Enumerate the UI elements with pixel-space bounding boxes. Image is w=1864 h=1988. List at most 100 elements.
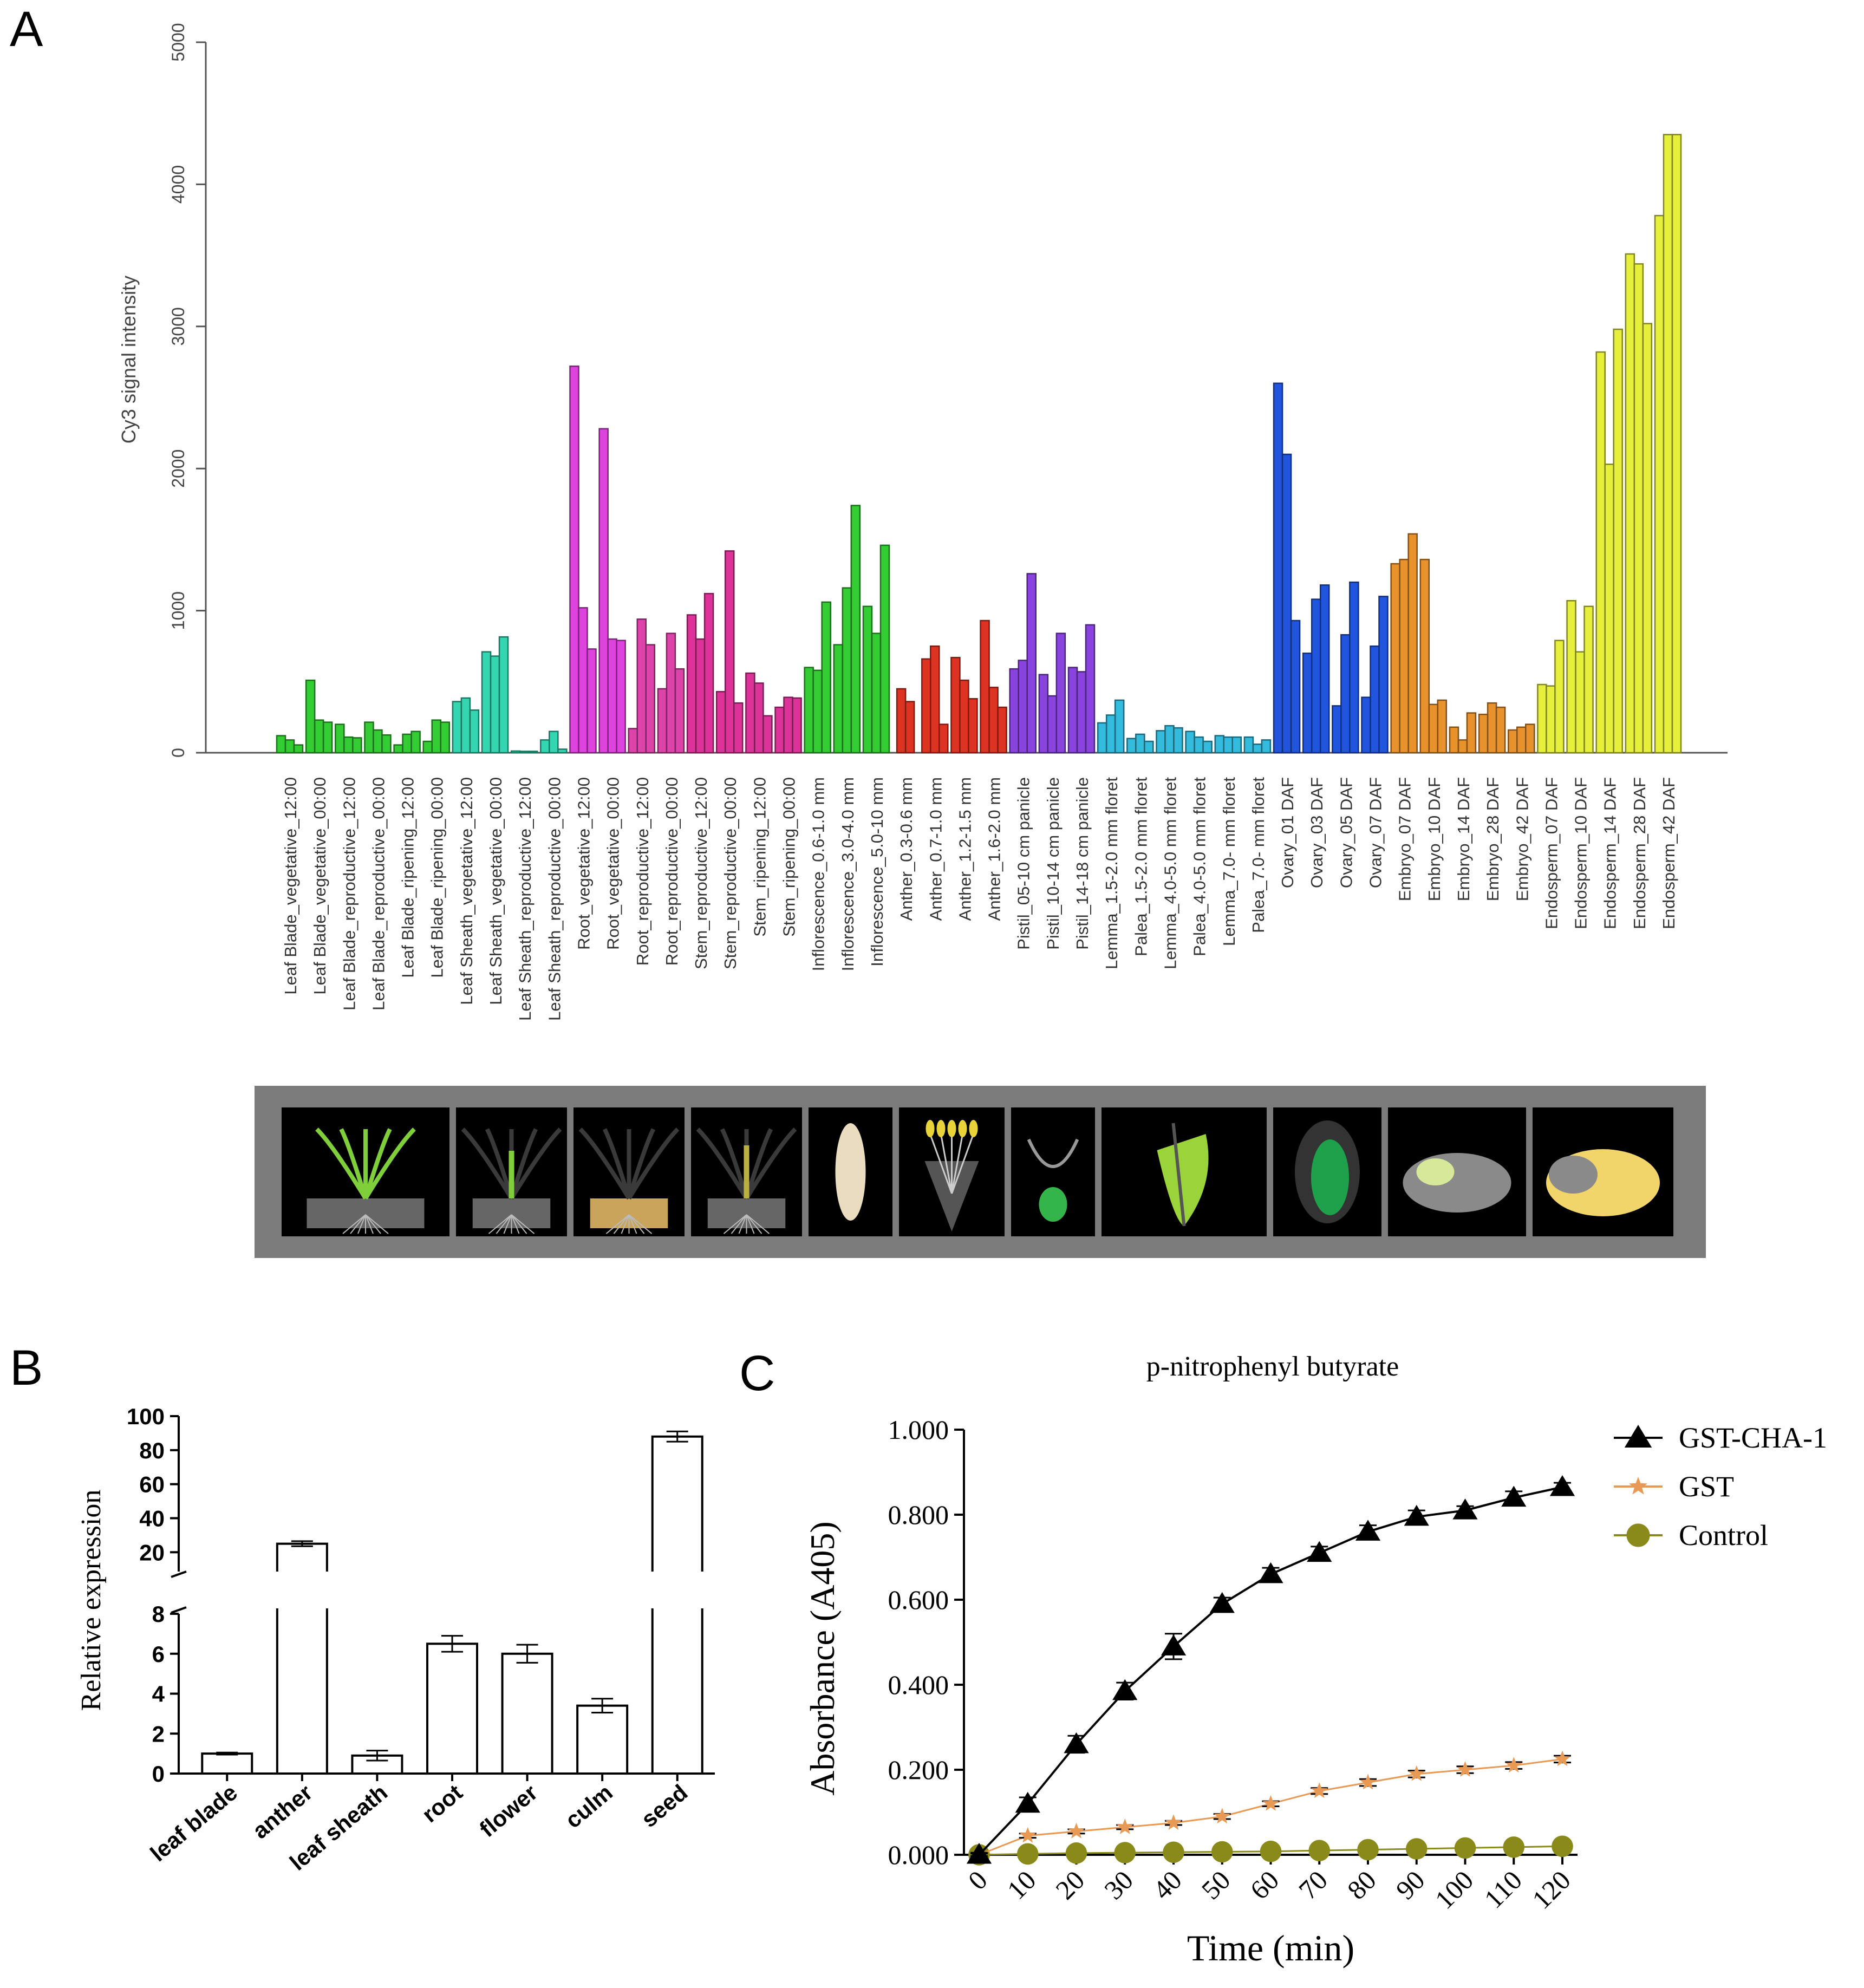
data-point: [1262, 1795, 1279, 1811]
y-tick-label: 40: [139, 1505, 165, 1531]
bar: [1097, 722, 1107, 754]
x-tick-label: 120: [1526, 1865, 1576, 1915]
bar: [812, 669, 823, 754]
bar: [364, 721, 374, 754]
x-tick-label: Pistil_05-10 cm panicle: [1014, 777, 1033, 950]
bar: [666, 633, 676, 754]
bar: [1173, 727, 1183, 754]
x-tick-label: 0: [962, 1865, 993, 1895]
y-tick-label: 0.400: [888, 1670, 949, 1700]
data-point: [1015, 1791, 1040, 1813]
panel-label-a: A: [10, 2, 43, 57]
bar: [501, 1652, 553, 1775]
x-tick-label: Leaf Blade_vegetative_00:00: [310, 777, 329, 995]
legend-label: Control: [1679, 1519, 1768, 1552]
y-tick-label: 3000: [168, 307, 188, 346]
data-point: [1311, 1782, 1328, 1798]
bar: [1340, 634, 1351, 754]
pistil-icon: [1011, 1107, 1095, 1236]
bar: [1370, 645, 1380, 754]
bar: [1067, 667, 1078, 754]
bar: [586, 648, 597, 754]
bar: [1654, 214, 1665, 754]
illustration-panels: [282, 1107, 1673, 1236]
bar: [879, 544, 890, 754]
bar: [1554, 640, 1565, 754]
endosperm-icon: [1533, 1107, 1673, 1236]
x-tick-label: Leaf Sheath_vegetative_00:00: [486, 777, 505, 1005]
bar: [557, 748, 568, 754]
x-tick-label: Inflorescence_5.0-10 mm: [868, 777, 887, 967]
chart-title: p-nitrophenyl butyrate: [1146, 1351, 1399, 1382]
x-tick-label: 70: [1293, 1865, 1333, 1905]
bar: [1566, 599, 1576, 754]
bar: [833, 644, 844, 754]
bar: [431, 719, 441, 754]
bar: [314, 719, 324, 754]
bar: [578, 607, 588, 754]
bar: [1281, 453, 1292, 754]
x-tick-label: Ovary_05 DAF: [1337, 777, 1355, 888]
bar: [1290, 620, 1301, 754]
bar: [1126, 738, 1137, 754]
y-axis-label: Absorbance (A405): [803, 1521, 842, 1796]
data-point: [1161, 1634, 1187, 1655]
bar: [1625, 253, 1635, 754]
bar: [540, 739, 550, 754]
bar: [745, 672, 755, 754]
data-point: [1501, 1485, 1527, 1507]
bar: [510, 750, 521, 754]
y-tick-label: 0.000: [888, 1840, 949, 1870]
bar: [1047, 695, 1058, 754]
bar: [410, 731, 421, 754]
bar: [980, 620, 990, 754]
x-tick-label: anther: [247, 1780, 317, 1844]
y-tick-label: 4: [152, 1681, 165, 1707]
bar: [1349, 581, 1359, 754]
bar: [959, 679, 969, 754]
bar: [1223, 736, 1234, 754]
bar: [381, 734, 392, 754]
bar: [904, 701, 915, 754]
y-tick-label: 0: [168, 748, 188, 758]
bar: [276, 1608, 328, 1774]
bar: [201, 1752, 253, 1775]
data-point: [1260, 1840, 1282, 1862]
data-point: [1308, 1840, 1331, 1861]
data-point: [1258, 1562, 1283, 1583]
bar: [1332, 705, 1342, 754]
x-tick-label: seed: [636, 1780, 693, 1833]
bar: [792, 697, 802, 754]
bar: [335, 723, 345, 754]
bar: [1214, 735, 1225, 754]
x-tick-label: Lemma_1.5-2.0 mm floret: [1102, 777, 1121, 969]
x-tick-label: Endosperm_28 DAF: [1630, 777, 1649, 929]
x-tick-label: Leaf Blade_vegetative_12:00: [281, 777, 300, 995]
y-tick-label: 5000: [168, 23, 188, 61]
bar: [938, 723, 949, 754]
embryo-icon: [1388, 1107, 1526, 1236]
data-point: [1211, 1841, 1233, 1863]
bar: [1671, 134, 1682, 754]
data-point: [1405, 1838, 1428, 1860]
x-tick-label: Anther_0.7-1.0 mm: [926, 777, 945, 921]
x-tick-label: Root_vegetative_00:00: [604, 777, 623, 950]
x-tick-label: Leaf Blade_reproductive_12:00: [340, 777, 359, 1011]
bar: [498, 636, 509, 754]
chart-c: p-nitrophenyl butyrate 0.000 0.200 0.400 0.6…: [803, 1351, 1827, 1969]
x-tick-label: flower: [474, 1780, 542, 1842]
lemma-palea-icon: [1102, 1107, 1267, 1236]
x-tick-label: Palea_1.5-2.0 mm floret: [1131, 777, 1150, 956]
x-tick-label: 10: [1001, 1865, 1042, 1905]
y-tick-label: 20: [139, 1540, 165, 1565]
x-tick-label: Embryo_07 DAF: [1396, 777, 1415, 901]
bar: [1038, 674, 1049, 754]
bar: [754, 682, 764, 754]
bar: [1055, 633, 1066, 754]
x-tick-label: Embryo_28 DAF: [1483, 777, 1502, 901]
data-point: [1165, 1814, 1182, 1830]
bar: [1595, 351, 1606, 754]
data-point: [1549, 1475, 1575, 1496]
x-tick-label: Leaf Blade_ripening_12:00: [399, 777, 418, 978]
bar: [373, 729, 383, 754]
